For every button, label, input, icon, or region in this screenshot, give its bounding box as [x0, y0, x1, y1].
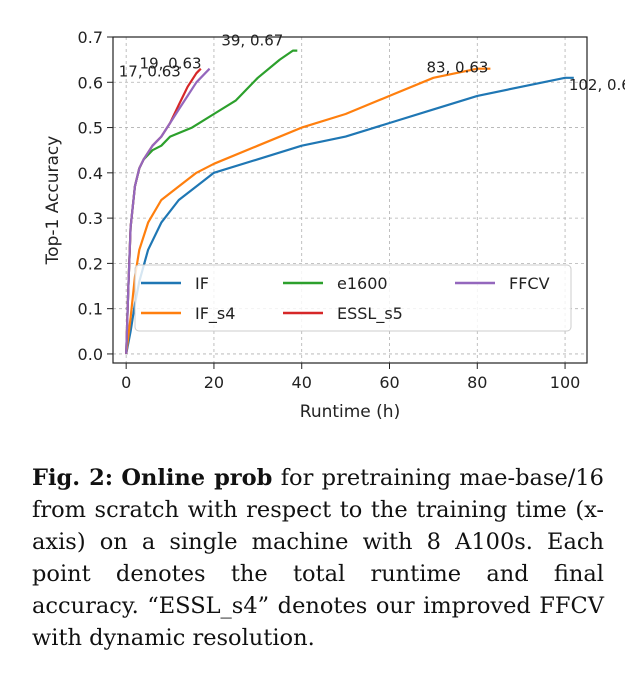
y-tick-label: 0.2	[78, 254, 103, 273]
annotation-label: 19, 0.63	[140, 55, 202, 73]
figure-caption: Fig. 2: Online prob for pretraining mae-…	[32, 462, 604, 654]
legend-entry: IF_s4	[195, 304, 235, 324]
y-tick-label: 0.1	[78, 300, 103, 319]
legend-entry: e1600	[337, 274, 388, 293]
caption-label: Fig. 2:	[32, 465, 114, 491]
plot-frame	[112, 36, 588, 364]
x-tick-label: 40	[292, 373, 312, 392]
x-tick-label: 100	[550, 373, 581, 392]
series-line-if-s4	[125, 67, 491, 355]
chart: 0 20 40 60 80 100 0.0 0.1 0.2 0.3 0.4 0.5 0.6 0.7 17…	[43, 28, 625, 422]
x-tick-label: 80	[467, 373, 487, 392]
x-axis-label: Runtime (h)	[300, 402, 400, 422]
point-annotations: 17, 0.63 39, 0.67 19, 0.63 83, 0.63 102, 0.6…	[119, 32, 625, 94]
y-tick-label: 0.7	[78, 28, 103, 47]
x-tick-label: 60	[379, 373, 399, 392]
legend-entry: IF	[195, 274, 209, 293]
series-line-ffcv	[125, 67, 211, 354]
legend-entry: FFCV	[509, 274, 550, 293]
x-tick-label: 0	[121, 373, 131, 392]
annotation-label: 83, 0.63	[426, 59, 488, 77]
y-tick-label: 0.4	[78, 164, 103, 183]
y-tick-label: 0.3	[78, 209, 103, 228]
x-tick-label: 20	[204, 373, 224, 392]
annotation-label: 39, 0.67	[221, 32, 283, 50]
y-axis-label: Top-1 Accuracy	[43, 136, 63, 266]
legend: IF IF_s4 e1600 ESSL_s5 FFCV	[134, 264, 572, 332]
caption-text: for pretraining mae-base/16 from scratch…	[32, 465, 604, 651]
caption-title: Online prob	[121, 465, 273, 491]
annotation-label: 17, 0.63	[119, 63, 181, 81]
annotation-label: 102, 0.61	[569, 76, 625, 94]
x-axis-ticks: 0 20 40 60 80 100	[121, 363, 580, 392]
legend-box	[134, 264, 572, 332]
y-tick-label: 0.0	[78, 345, 103, 364]
y-axis-ticks: 0.0 0.1 0.2 0.3 0.4 0.5 0.6 0.7	[78, 28, 113, 364]
legend-entry: ESSL_s5	[337, 304, 403, 324]
y-tick-label: 0.6	[78, 73, 103, 92]
y-tick-label: 0.5	[78, 119, 103, 138]
